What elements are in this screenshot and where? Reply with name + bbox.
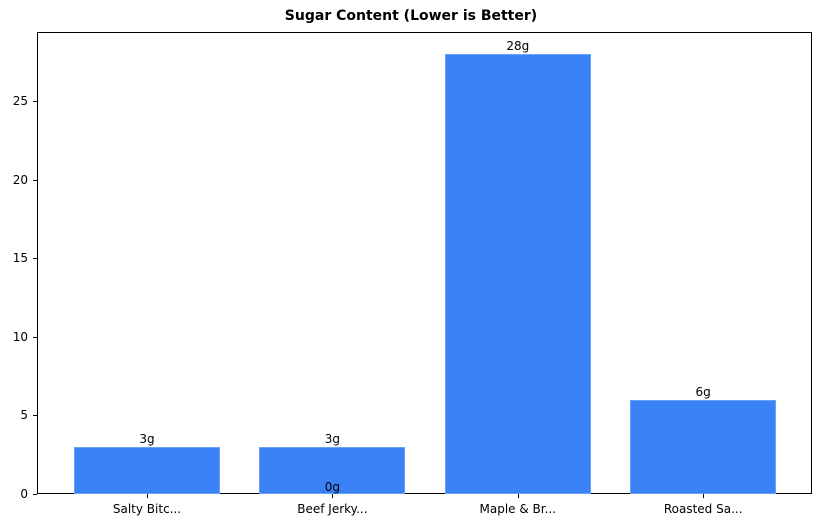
y-tick-label: 0 bbox=[20, 487, 28, 501]
bar-value-label: 28g bbox=[506, 39, 530, 53]
bar-value-label: 6g bbox=[695, 384, 711, 399]
plot-area bbox=[37, 32, 812, 494]
x-tick-mark bbox=[517, 494, 519, 498]
x-tick-label: Beef Jerky... bbox=[297, 502, 368, 516]
bar bbox=[444, 54, 591, 494]
x-tick-label: Maple & Br... bbox=[479, 502, 557, 516]
y-tick-mark bbox=[33, 258, 37, 260]
y-tick-label: 20 bbox=[12, 172, 28, 187]
y-tick-mark bbox=[33, 179, 37, 181]
x-tick-mark bbox=[147, 494, 148, 498]
y-tick-label: 10 bbox=[12, 329, 28, 344]
x-tick-mark bbox=[332, 494, 334, 498]
y-tick-mark bbox=[33, 494, 37, 495]
bar-value-label: 3g bbox=[324, 431, 341, 446]
bar bbox=[259, 446, 406, 494]
y-tick-mark bbox=[33, 101, 37, 103]
y-tick-label: 25 bbox=[12, 94, 28, 109]
y-tick-label: 15 bbox=[12, 251, 28, 266]
x-tick-mark bbox=[703, 494, 705, 498]
bar-value-label-overlap: 0g bbox=[324, 480, 341, 494]
chart-title: Sugar Content (Lower is Better) bbox=[284, 8, 538, 24]
y-tick-mark bbox=[33, 415, 37, 417]
y-tick-mark bbox=[33, 336, 37, 338]
bar-value-label: 3g bbox=[139, 431, 155, 446]
x-tick-label: Salty Bitc... bbox=[112, 502, 182, 516]
y-tick-label: 5 bbox=[20, 408, 28, 423]
bar bbox=[630, 399, 777, 494]
bar bbox=[74, 446, 220, 494]
x-tick-label: Roasted Sa... bbox=[663, 502, 743, 516]
